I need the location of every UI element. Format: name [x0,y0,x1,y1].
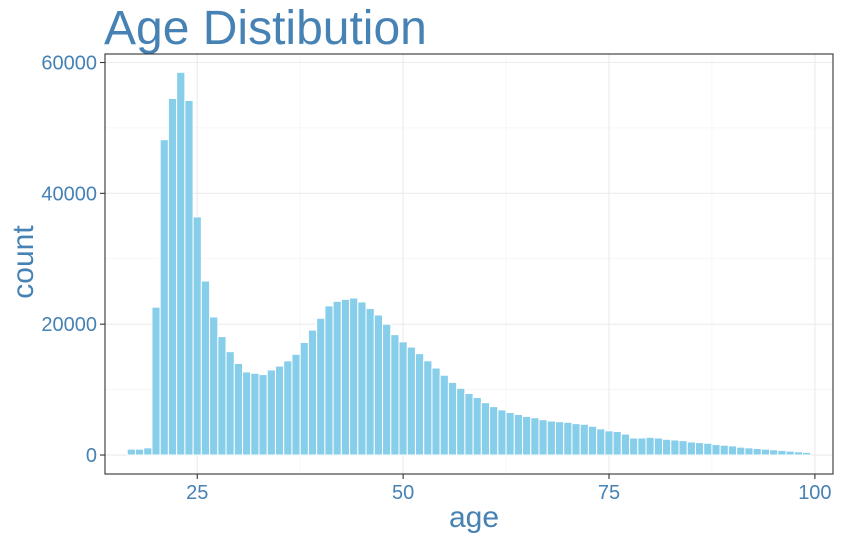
bar [283,360,293,456]
bar [324,305,334,456]
bar [653,437,664,456]
bar [250,372,260,456]
bar [694,442,705,456]
bar [357,301,367,456]
bar [159,139,169,456]
bar [727,445,738,456]
bar [686,441,696,456]
bar [291,353,301,456]
x-tick-label: 25 [186,482,208,504]
bar [489,406,499,456]
x-tick-label: 75 [598,482,620,504]
bar [332,300,342,456]
bar [349,297,359,456]
bar [225,351,235,456]
bar [612,430,622,456]
bar [217,336,227,456]
bar [192,216,202,456]
chart-title: Age Distibution [104,2,427,55]
bar [382,323,392,456]
bar [546,420,556,456]
bar [530,417,540,456]
bar [398,341,408,456]
bar [176,71,186,456]
y-tick-label: 40000 [41,183,97,205]
bar [579,423,589,456]
bar [785,450,795,456]
bar [200,280,211,456]
bar [167,97,178,456]
bar [340,298,351,456]
bar [414,353,425,456]
bar [538,419,548,456]
bar [505,412,515,456]
bar [793,451,804,456]
bar [126,448,136,456]
bar [447,381,458,456]
x-axis-title: age [449,501,499,534]
bar [299,342,309,456]
bars [126,71,812,456]
bar [629,437,639,456]
bar [365,307,375,456]
bar [406,346,416,456]
y-tick-label: 0 [86,445,97,467]
bar [266,369,276,456]
bar [143,447,153,456]
bar [431,367,441,456]
bar [464,393,474,456]
bar [316,317,326,456]
x-tick-label: 50 [392,482,414,504]
bar [258,374,268,456]
bar [184,99,194,456]
bar [645,436,655,456]
bar [703,442,713,456]
bar [637,437,647,456]
bar [497,409,507,456]
bar [571,423,581,456]
bar [456,387,466,456]
bar [777,449,787,456]
bar [151,306,161,456]
panel-border [104,53,834,475]
bar [678,440,688,456]
bar [554,421,565,456]
bar [620,433,631,456]
x-tick-label: 100 [798,482,831,504]
bar [744,447,754,456]
bar [752,447,762,456]
bar [522,415,532,456]
bar [480,402,491,456]
bar [242,371,252,456]
y-tick-label: 20000 [41,314,97,336]
bar [760,448,771,456]
y-tick-label: 60000 [41,53,97,75]
bar [587,425,598,456]
bar [307,329,318,456]
bar [209,316,219,456]
bar [472,396,482,456]
bar [563,421,573,456]
bar [769,449,779,456]
bar [802,451,812,456]
bar [134,448,145,456]
bar [513,413,524,456]
bar [604,430,614,456]
bar [596,428,606,456]
bar [233,362,244,456]
bar [274,365,285,456]
bar [662,438,672,456]
bar [423,360,433,456]
y-axis-title: count [7,225,40,299]
bar [439,374,449,456]
bar [711,444,721,456]
bar [736,446,746,456]
axis-ticks: 25 50 75 100 0 20000 40000 60000 [41,53,831,504]
bar [373,314,384,456]
bar [390,334,400,456]
bar [719,444,729,456]
bar [670,439,680,456]
